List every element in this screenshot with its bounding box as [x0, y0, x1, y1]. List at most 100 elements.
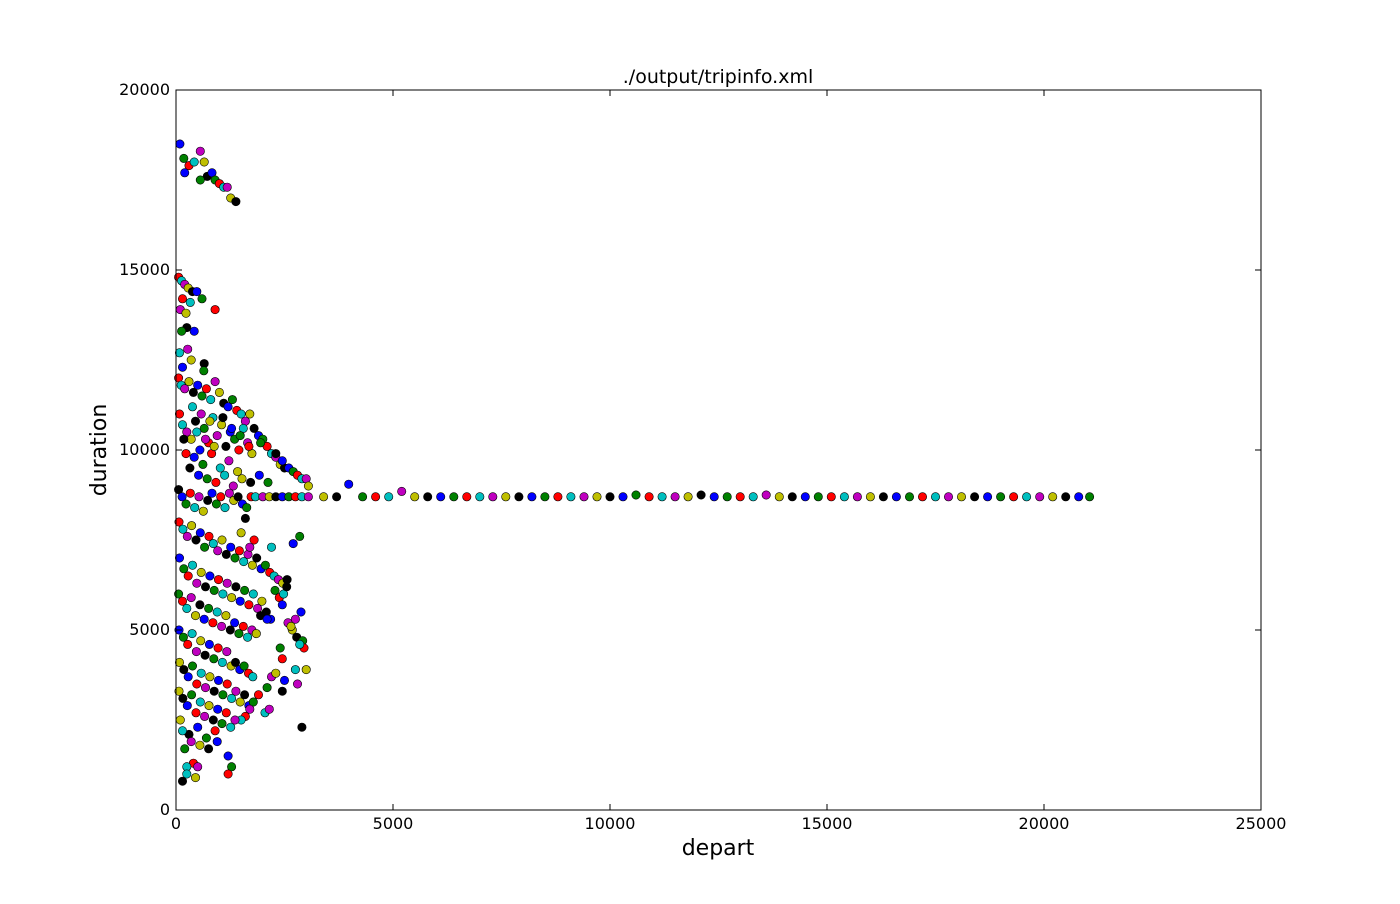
points-layer [174, 139, 1095, 786]
data-point [234, 445, 244, 455]
data-point [183, 571, 193, 581]
data-point [174, 485, 184, 495]
data-point [930, 492, 940, 502]
data-point [245, 409, 255, 419]
data-point [199, 423, 209, 433]
data-point [218, 690, 228, 700]
data-point [618, 492, 628, 502]
data-point [225, 625, 235, 635]
data-point [182, 531, 192, 541]
data-point [222, 647, 232, 657]
data-point [865, 492, 875, 502]
data-point [191, 708, 201, 718]
data-point [228, 481, 238, 491]
data-point [215, 463, 225, 473]
data-point [303, 492, 313, 502]
data-point [210, 377, 220, 387]
data-point [205, 416, 215, 426]
data-point [195, 445, 205, 455]
y-tick-label: 15000 [119, 260, 170, 279]
data-point [184, 377, 194, 387]
data-point [904, 492, 914, 502]
data-point [192, 427, 202, 437]
data-point [263, 477, 273, 487]
data-point [248, 672, 258, 682]
data-point [235, 697, 245, 707]
data-point [891, 492, 901, 502]
data-point [227, 762, 237, 772]
data-point [194, 492, 204, 502]
data-point [514, 492, 524, 502]
data-point [198, 506, 208, 516]
data-point [178, 632, 188, 642]
data-point [290, 614, 300, 624]
data-point [235, 596, 245, 606]
data-point [748, 492, 758, 502]
data-point [244, 441, 254, 451]
data-point [248, 589, 258, 599]
data-point [180, 744, 190, 754]
data-point [238, 621, 248, 631]
y-axis-label: duration [87, 404, 112, 497]
data-point [204, 603, 214, 613]
data-point [262, 683, 272, 693]
data-point [202, 474, 212, 484]
data-point [209, 585, 219, 595]
data-point [240, 513, 250, 523]
data-point [397, 486, 407, 496]
data-point [266, 542, 276, 552]
data-point [187, 629, 197, 639]
data-point [242, 503, 252, 513]
data-point [245, 704, 255, 714]
data-point [189, 157, 199, 167]
data-point [178, 776, 188, 786]
data-point [182, 603, 192, 613]
data-point [227, 395, 237, 405]
data-point [237, 474, 247, 484]
data-point [996, 492, 1006, 502]
data-point [179, 434, 189, 444]
data-point [223, 751, 233, 761]
data-point [279, 675, 289, 685]
data-point [227, 423, 237, 433]
data-point [188, 402, 198, 412]
data-point [222, 679, 232, 689]
data-point [195, 146, 205, 156]
data-point [248, 697, 258, 707]
data-point [264, 704, 274, 714]
data-point [186, 593, 196, 603]
data-point [221, 441, 231, 451]
data-point [175, 553, 185, 563]
data-point [227, 593, 237, 603]
data-point [288, 539, 298, 549]
data-point [177, 492, 187, 502]
data-point [230, 715, 240, 725]
data-point [246, 477, 256, 487]
data-point [234, 629, 244, 639]
data-point [196, 409, 206, 419]
data-point [217, 719, 227, 729]
data-point [178, 294, 188, 304]
data-point [488, 492, 498, 502]
data-point [303, 481, 313, 491]
data-point [224, 488, 234, 498]
data-point [183, 344, 193, 354]
data-point [201, 582, 211, 592]
data-point [245, 542, 255, 552]
data-point [191, 647, 201, 657]
data-point [214, 575, 224, 585]
x-tick-label: 15000 [802, 814, 853, 833]
data-point [943, 492, 953, 502]
data-point [1061, 492, 1071, 502]
data-point [181, 449, 191, 459]
x-tick-label: 20000 [1019, 814, 1070, 833]
data-point [196, 668, 206, 678]
data-point [644, 492, 654, 502]
data-point [236, 528, 246, 538]
data-point [187, 521, 197, 531]
data-point [917, 492, 927, 502]
data-point [174, 686, 184, 696]
data-point [218, 589, 228, 599]
data-point [204, 531, 214, 541]
data-point [211, 477, 221, 487]
